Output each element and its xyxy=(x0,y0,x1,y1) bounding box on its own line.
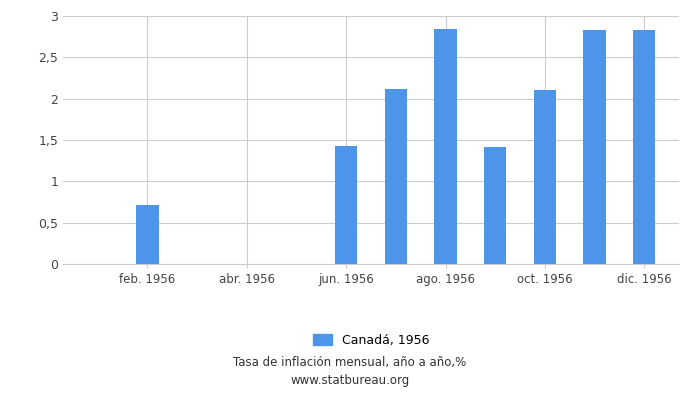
Text: www.statbureau.org: www.statbureau.org xyxy=(290,374,410,387)
Bar xyxy=(583,30,606,264)
Bar xyxy=(335,146,357,264)
Bar xyxy=(533,90,556,264)
Text: Tasa de inflación mensual, año a año,%: Tasa de inflación mensual, año a año,% xyxy=(233,356,467,369)
Legend: Canadá, 1956: Canadá, 1956 xyxy=(308,329,434,352)
Bar xyxy=(136,205,159,264)
Bar xyxy=(434,29,456,264)
Bar xyxy=(633,30,655,264)
Bar xyxy=(385,89,407,264)
Bar xyxy=(484,147,506,264)
